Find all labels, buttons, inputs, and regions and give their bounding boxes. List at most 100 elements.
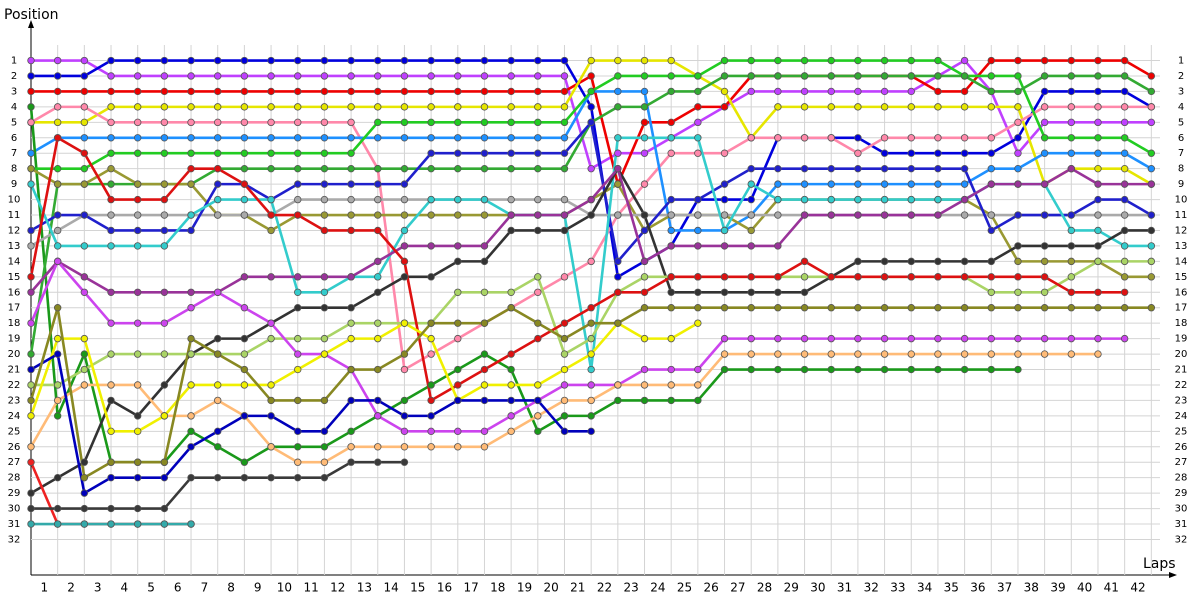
- point: [774, 180, 782, 188]
- point: [694, 304, 702, 312]
- point: [827, 180, 835, 188]
- point: [320, 87, 329, 96]
- point: [374, 365, 382, 374]
- point: [374, 211, 382, 219]
- point: [880, 304, 889, 312]
- point: [800, 72, 809, 80]
- point: [1014, 103, 1022, 111]
- point: [507, 304, 515, 312]
- y-tick-label: 27: [8, 457, 21, 468]
- point: [160, 180, 169, 188]
- point: [400, 226, 409, 235]
- point: [1147, 273, 1156, 281]
- point: [80, 334, 89, 343]
- point: [187, 103, 195, 111]
- y-tick-label-right: 16: [1175, 287, 1188, 298]
- point: [320, 180, 329, 188]
- point: [133, 350, 142, 358]
- point: [214, 180, 222, 188]
- point: [1014, 87, 1022, 96]
- y-tick-label: 3: [11, 86, 17, 97]
- x-tick-label: 30: [810, 581, 825, 595]
- point: [800, 164, 809, 173]
- point: [53, 381, 62, 389]
- point: [1147, 87, 1156, 96]
- point: [1120, 149, 1129, 157]
- point: [880, 180, 889, 188]
- point: [1067, 288, 1076, 296]
- point: [827, 164, 835, 173]
- point: [480, 164, 489, 173]
- point: [374, 319, 382, 327]
- point: [347, 149, 355, 157]
- point: [133, 427, 142, 436]
- point: [694, 118, 702, 127]
- point: [53, 87, 62, 96]
- point: [427, 72, 435, 80]
- point: [267, 412, 275, 420]
- point: [80, 180, 89, 188]
- point: [560, 164, 569, 173]
- point: [987, 211, 995, 219]
- point: [1147, 149, 1156, 157]
- point: [667, 226, 675, 235]
- point: [480, 350, 489, 358]
- point: [1040, 257, 1049, 266]
- point: [534, 334, 542, 343]
- point: [454, 195, 462, 204]
- point: [960, 149, 969, 157]
- point: [480, 242, 489, 250]
- point: [934, 211, 942, 219]
- point: [107, 103, 115, 111]
- point: [934, 149, 942, 157]
- point: [427, 149, 435, 157]
- point: [107, 134, 115, 142]
- point: [534, 427, 542, 436]
- point: [400, 211, 409, 219]
- point: [347, 273, 355, 281]
- point: [374, 273, 382, 281]
- point: [1014, 134, 1022, 142]
- point: [53, 334, 62, 343]
- point: [694, 87, 702, 96]
- y-tick-label: 8: [11, 164, 17, 175]
- point: [294, 56, 302, 65]
- point: [667, 365, 675, 374]
- point: [934, 350, 942, 358]
- y-tick-label: 24: [8, 411, 21, 422]
- point: [1040, 180, 1049, 188]
- point: [267, 381, 275, 389]
- point: [1094, 257, 1102, 266]
- point: [1147, 304, 1156, 312]
- point: [560, 427, 569, 436]
- point: [534, 103, 542, 111]
- point: [454, 103, 462, 111]
- point: [1040, 72, 1049, 80]
- point: [1120, 257, 1129, 266]
- y-tick-label-right: 22: [1175, 380, 1188, 391]
- point: [854, 149, 862, 157]
- point: [934, 304, 942, 312]
- point: [560, 149, 569, 157]
- point: [827, 103, 835, 111]
- point: [747, 350, 755, 358]
- point: [294, 87, 302, 96]
- point: [987, 304, 995, 312]
- point: [1014, 72, 1022, 80]
- point: [320, 458, 329, 466]
- point: [1067, 134, 1076, 142]
- x-tick-label: 2: [67, 581, 75, 595]
- point: [347, 226, 355, 235]
- y-tick-label-right: 9: [1178, 179, 1184, 190]
- point: [187, 226, 195, 235]
- point: [1014, 257, 1022, 266]
- point: [454, 164, 462, 173]
- point: [774, 242, 782, 250]
- point: [614, 381, 622, 389]
- point: [27, 72, 35, 80]
- point: [427, 443, 435, 451]
- y-tick-label-right: 10: [1175, 195, 1188, 206]
- point: [53, 56, 62, 65]
- y-tick-label: 5: [11, 117, 17, 128]
